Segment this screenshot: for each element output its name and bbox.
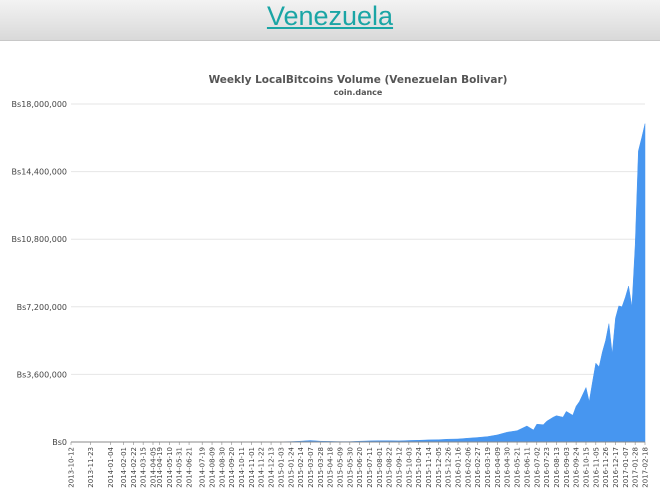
x-tick-label: 2015-06-20 <box>356 447 364 488</box>
y-tick-label: Bs3,600,000 <box>17 370 67 379</box>
x-tick-label: 2015-03-28 <box>317 447 325 488</box>
x-tick-label: 2014-11-22 <box>258 447 266 488</box>
x-tick-label: 2017-01-28 <box>632 447 640 488</box>
x-tick-label: 2015-01-03 <box>277 447 285 488</box>
x-tick-label: 2015-05-09 <box>336 447 344 488</box>
x-tick-label: 2016-11-05 <box>592 447 600 488</box>
x-tick-label: 2015-08-22 <box>386 447 394 488</box>
x-tick-label: 2014-07-19 <box>199 447 207 488</box>
x-tick-label: 2015-05-30 <box>346 447 354 488</box>
x-tick-label: 2014-05-31 <box>176 447 184 488</box>
y-tick-label: Bs10,800,000 <box>12 235 67 244</box>
x-tick-label: 2015-10-24 <box>415 446 423 487</box>
x-tick-label: 2014-09-20 <box>228 447 236 488</box>
x-tick-label: 2015-04-18 <box>327 447 335 488</box>
volume-chart: Weekly LocalBitcoins Volume (Venezuelan … <box>12 74 650 488</box>
x-tick-label: 2015-11-14 <box>425 446 433 487</box>
x-tick-label: 2013-11-23 <box>87 447 95 488</box>
x-tick-label: 2015-03-07 <box>307 447 315 488</box>
x-tick-label: 2014-04-19 <box>156 447 164 488</box>
x-tick-label: 2016-10-15 <box>582 447 590 488</box>
x-tick-label: 2015-12-05 <box>435 447 443 488</box>
x-tick-label: 2016-09-03 <box>563 447 571 488</box>
x-tick-label: 2014-03-15 <box>140 447 148 488</box>
x-tick-label: 2016-12-17 <box>612 447 620 488</box>
chart-title: Weekly LocalBitcoins Volume (Venezuelan … <box>209 74 508 86</box>
x-tick-label: 2016-03-19 <box>484 447 492 488</box>
x-tick-label: 2014-05-10 <box>166 447 174 488</box>
x-tick-label: 2016-09-24 <box>573 446 581 487</box>
x-tick-label: 2015-08-01 <box>376 447 384 488</box>
x-tick-label: 2016-11-26 <box>602 446 610 487</box>
y-tick-label: Bs7,200,000 <box>17 303 67 312</box>
x-tick-label: 2016-07-23 <box>543 447 551 488</box>
x-tick-label: 2016-02-27 <box>474 447 482 488</box>
x-tick-label: 2015-12-26 <box>445 446 453 487</box>
chart-subtitle: coin.dance <box>334 88 383 97</box>
x-tick-label: 2014-02-22 <box>130 447 138 488</box>
x-tick-label: 2013-10-12 <box>68 447 76 488</box>
x-tick-label: 2014-11-01 <box>248 447 256 488</box>
x-tick-label: 2016-07-02 <box>533 447 541 488</box>
grid-lines <box>71 103 645 375</box>
x-tick-label: 2014-04-05 <box>150 447 158 488</box>
x-tick-label: 2016-04-09 <box>494 447 502 488</box>
x-tick-label: 2015-07-11 <box>366 447 374 488</box>
x-tick-label: 2014-02-01 <box>120 447 128 488</box>
x-tick-label: 2016-02-06 <box>464 446 472 487</box>
y-axis: Bs0 Bs3,600,000 Bs7,200,000 Bs10,800,000 Bs1… <box>12 100 67 447</box>
page-title-link[interactable]: Venezuela <box>266 1 394 31</box>
x-tick-label: 2014-10-11 <box>238 447 246 488</box>
x-tick-label: 2016-01-16 <box>455 446 463 487</box>
x-tick-label: 2016-04-30 <box>504 447 512 488</box>
x-tick-label: 2015-10-03 <box>405 447 413 488</box>
x-tick-label: 2016-06-11 <box>523 447 531 488</box>
y-tick-label: Bs18,000,000 <box>12 100 67 109</box>
x-axis: 2013-10-12 2013-11-23 2014-01-04 2014-02-01… <box>68 442 650 488</box>
x-tick-label: 2015-02-14 <box>297 446 305 487</box>
x-tick-label: 2015-01-24 <box>287 446 295 487</box>
y-tick-label: Bs0 <box>52 438 67 447</box>
x-tick-label: 2016-08-13 <box>553 447 561 488</box>
x-tick-label: 2016-05-21 <box>514 447 522 488</box>
y-tick-label: Bs14,400,000 <box>12 168 67 177</box>
x-tick-label: 2014-06-21 <box>186 447 194 488</box>
x-tick-label: 2017-01-07 <box>622 447 630 488</box>
x-tick-label: 2014-08-30 <box>218 447 226 488</box>
x-tick-label: 2014-12-13 <box>268 447 276 488</box>
x-tick-label: 2014-01-04 <box>107 446 115 487</box>
header-bar: Venezuela <box>0 0 660 41</box>
x-tick-label: 2015-09-12 <box>396 447 404 488</box>
x-tick-label: 2014-08-09 <box>209 447 217 488</box>
x-tick-label: 2017-02-18 <box>642 447 650 488</box>
